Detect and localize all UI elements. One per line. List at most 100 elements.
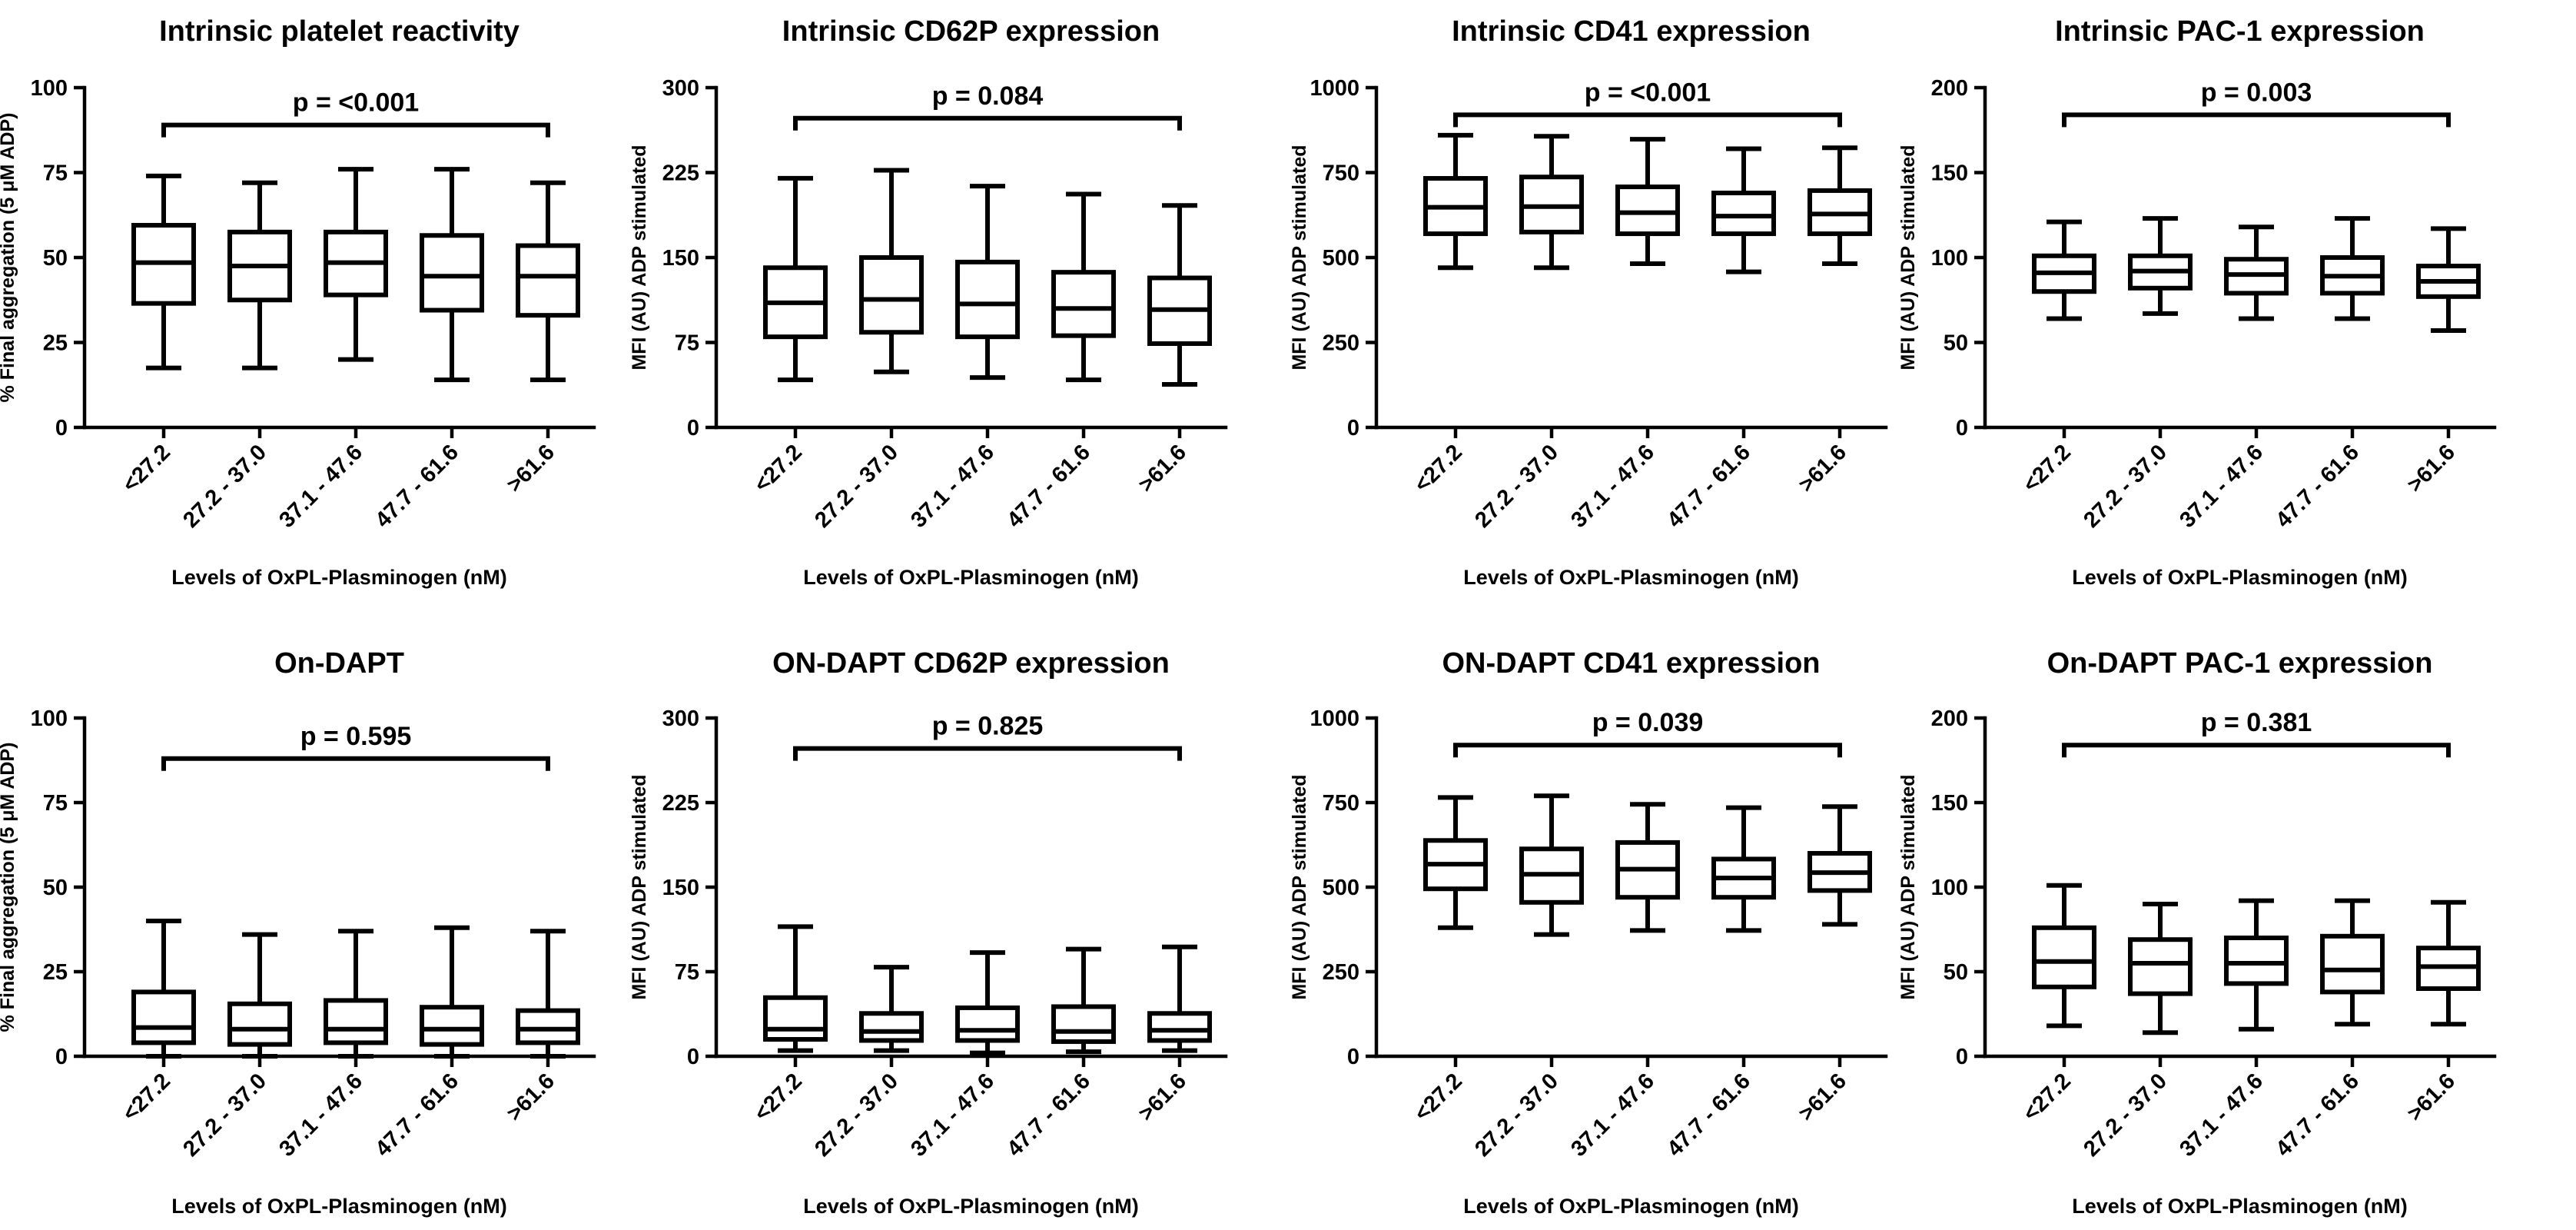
y-tick-label: 1000 <box>1310 706 1359 731</box>
y-tick-label: 100 <box>1931 876 1968 900</box>
y-tick-label: 150 <box>1931 791 1968 816</box>
x-tick-label: 27.2 - 37.0 <box>2079 440 2172 533</box>
y-axis-label: MFI (AU) ADP stimulated <box>1897 774 1919 999</box>
box-plot <box>2032 219 2096 321</box>
x-tick-label: 37.1 - 47.6 <box>906 440 999 533</box>
x-tick-label: 47.7 - 61.6 <box>1662 440 1755 533</box>
x-tick-label: >61.6 <box>1134 1069 1191 1126</box>
x-tick-label: 37.1 - 47.6 <box>2175 1069 2268 1162</box>
x-axis-label: Levels of OxPL-Plasminogen (nM) <box>1463 566 1799 589</box>
y-axis-label: MFI (AU) ADP stimulated <box>629 145 650 370</box>
y-tick-label: 50 <box>43 876 68 900</box>
chart-title: Intrinsic CD62P expression <box>782 15 1160 48</box>
box-plot <box>1147 203 1212 387</box>
iqr-box <box>2032 925 2096 989</box>
box-plot <box>1808 804 1872 927</box>
x-axis-label: Levels of OxPL-Plasminogen (nM) <box>2072 566 2408 589</box>
chart-title: On-DAPT PAC-1 expression <box>2047 647 2433 680</box>
iqr-box <box>516 243 580 318</box>
iqr-box <box>2128 937 2193 996</box>
x-tick-label: 27.2 - 37.0 <box>810 440 903 533</box>
iqr-box <box>227 1001 292 1047</box>
box-plot <box>955 950 1020 1055</box>
y-axis-label: % Final aggregation (5 μM ADP) <box>0 743 18 1032</box>
y-tick-label: 0 <box>1347 1045 1359 1069</box>
iqr-box <box>420 1005 484 1047</box>
box-plot <box>516 180 580 383</box>
box-plot <box>227 180 292 371</box>
y-tick-label: 0 <box>687 416 699 440</box>
p-value-label: p = 0.003 <box>2201 78 2312 107</box>
box-plot <box>131 173 196 371</box>
x-axis-label: Levels of OxPL-Plasminogen (nM) <box>803 566 1139 589</box>
iqr-box <box>1051 270 1116 338</box>
x-tick-label: 47.7 - 61.6 <box>370 1069 463 1162</box>
x-tick-label: 47.7 - 61.6 <box>1662 1069 1755 1162</box>
y-tick-label: 0 <box>1347 416 1359 440</box>
y-tick-label: 75 <box>43 791 68 816</box>
chart-panel-7: ON-DAPT CD41 expression 0 250 500 750 1000 MFI… <box>1289 647 1888 1218</box>
box-plot <box>420 925 484 1059</box>
box-plot <box>2416 899 2481 1027</box>
chart-title: ON-DAPT CD62P expression <box>772 647 1170 680</box>
chart-panel-3: Intrinsic CD41 expression 0 250 500 750 1000 M… <box>1289 15 1888 589</box>
x-tick-label: <27.2 <box>2018 440 2076 497</box>
y-tick-label: 150 <box>1931 161 1968 186</box>
chart-title: Intrinsic CD41 expression <box>1452 15 1811 48</box>
box-plot <box>324 929 388 1059</box>
y-tick-label: 250 <box>1323 331 1359 356</box>
box-plot <box>1519 134 1584 271</box>
x-tick-label: 47.7 - 61.6 <box>2271 1069 2364 1162</box>
x-tick-label: 37.1 - 47.6 <box>1566 440 1659 533</box>
x-tick-label: <27.2 <box>749 1069 807 1126</box>
y-tick-label: 225 <box>662 791 699 816</box>
box-plot <box>2416 226 2481 334</box>
box-plot <box>1051 946 1116 1055</box>
significance-bracket <box>1453 112 1842 128</box>
p-value-label: p = 0.595 <box>300 722 412 751</box>
x-tick-label: 47.7 - 61.6 <box>1002 440 1095 533</box>
x-tick-label: 47.7 - 61.6 <box>370 440 463 533</box>
significance-bracket <box>2062 112 2451 128</box>
box-plot <box>1808 145 1872 266</box>
x-tick-label: 27.2 - 37.0 <box>2079 1069 2172 1162</box>
p-value-label: p = <0.001 <box>1585 78 1711 107</box>
x-tick-label: <27.2 <box>2018 1069 2076 1126</box>
box-plot <box>131 919 196 1059</box>
x-tick-label: 37.1 - 47.6 <box>1566 1069 1659 1162</box>
box-plot <box>1615 137 1680 266</box>
iqr-box <box>955 1005 1020 1043</box>
p-value-label: p = 0.381 <box>2201 708 2312 737</box>
y-tick-label: 750 <box>1323 791 1359 816</box>
box-plot <box>227 932 292 1059</box>
y-tick-label: 75 <box>43 161 68 186</box>
y-tick-label: 750 <box>1323 161 1359 186</box>
p-value-label: p = 0.825 <box>932 712 1044 741</box>
y-axis-label: MFI (AU) ADP stimulated <box>629 774 650 999</box>
chart-title: Intrinsic PAC-1 expression <box>2055 15 2425 48</box>
y-tick-label: 200 <box>1931 706 1968 731</box>
p-value-label: p = <0.001 <box>293 88 419 118</box>
box-plot <box>1051 191 1116 383</box>
y-tick-label: 150 <box>662 876 699 900</box>
box-plot <box>1711 805 1776 933</box>
x-tick-label: >61.6 <box>2402 1069 2460 1126</box>
y-tick-label: 500 <box>1323 246 1359 271</box>
x-tick-label: 27.2 - 37.0 <box>1470 1069 1563 1162</box>
box-plot <box>1519 793 1584 937</box>
iqr-box <box>859 255 924 335</box>
y-tick-label: 75 <box>675 960 699 985</box>
chart-title: Intrinsic platelet reactivity <box>159 15 520 48</box>
x-tick-label: 27.2 - 37.0 <box>178 1069 271 1162</box>
iqr-box <box>859 1011 924 1043</box>
box-plot <box>2320 216 2385 321</box>
y-tick-label: 25 <box>43 331 68 356</box>
box-plot <box>420 167 484 383</box>
chart-panel-6: ON-DAPT CD62P expression 0 75 150 225 300 MFI … <box>629 647 1228 1218</box>
x-tick-label: 37.1 - 47.6 <box>2175 440 2268 533</box>
iqr-box <box>516 1008 580 1046</box>
y-tick-label: 100 <box>31 706 68 731</box>
x-tick-label: 27.2 - 37.0 <box>1470 440 1563 533</box>
y-tick-label: 50 <box>1944 331 1968 356</box>
y-tick-label: 100 <box>31 76 68 101</box>
